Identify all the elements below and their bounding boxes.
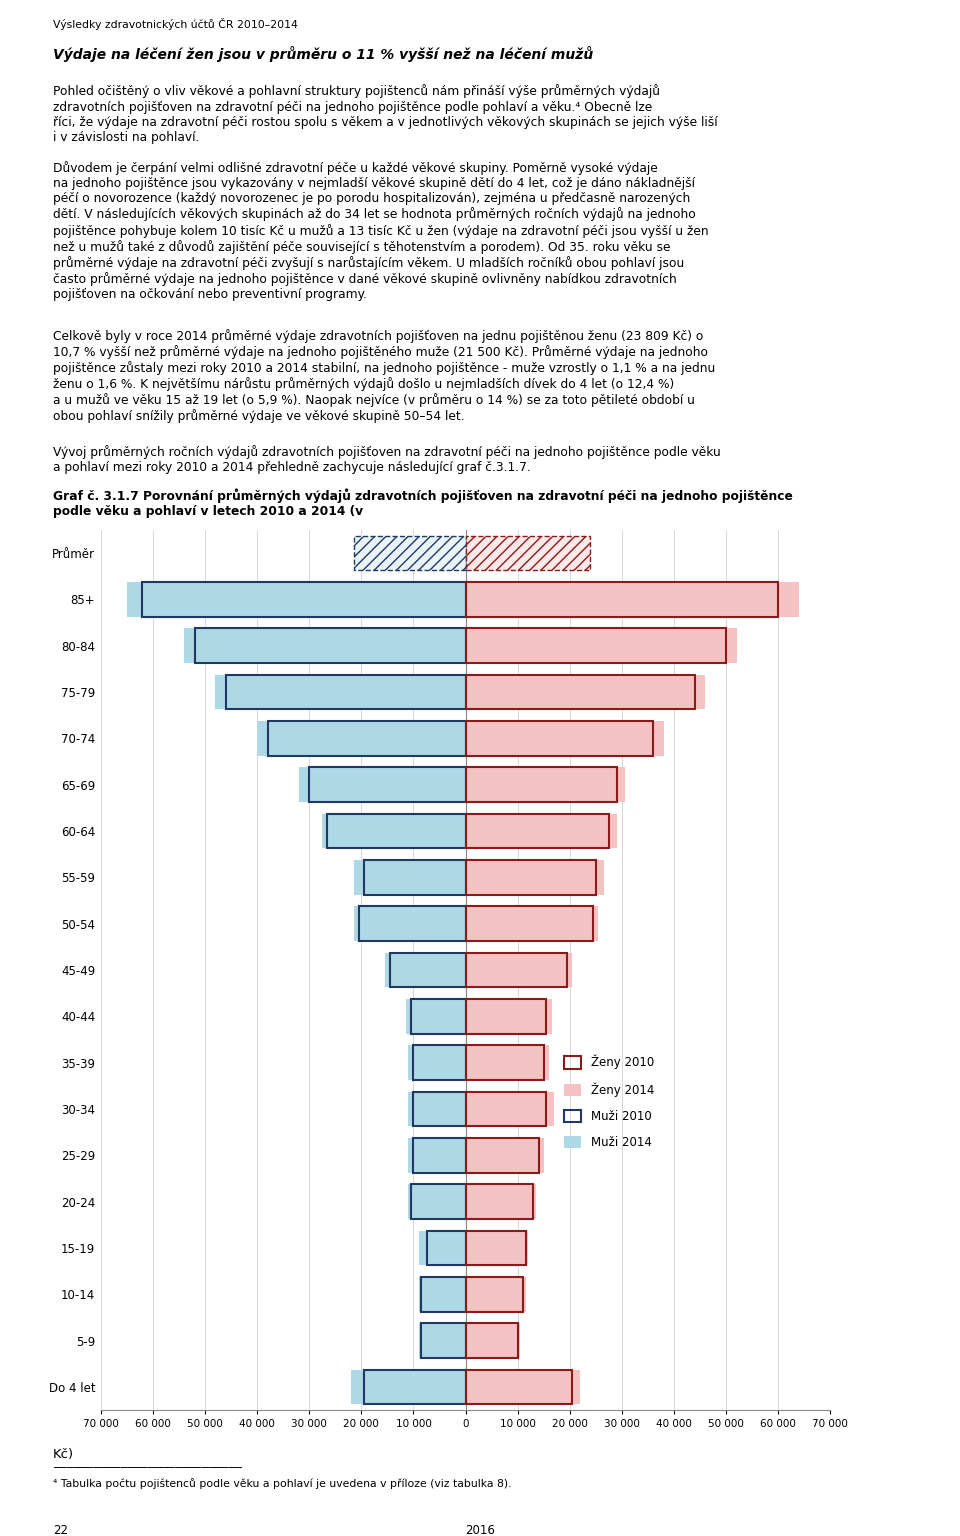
Text: 22: 22 (53, 1524, 68, 1536)
Bar (466, 1276, 525, 1312)
Bar (419, 1276, 466, 1312)
Bar (414, 1138, 466, 1172)
Bar (466, 1184, 536, 1220)
Text: Graf č. 3.1.7 Porovnání průměrných výdajů zdravotních pojišťoven na zdravotní pé: Graf č. 3.1.7 Porovnání průměrných výdaj… (53, 488, 793, 518)
Bar (359, 906, 466, 942)
Bar (466, 998, 552, 1034)
Bar (466, 860, 596, 894)
Bar (414, 1092, 466, 1126)
Bar (327, 814, 466, 848)
Bar (466, 628, 726, 664)
Bar (411, 1184, 466, 1220)
Bar (426, 1230, 466, 1266)
Legend: Ženy 2010, Ženy 2014, Muži 2010, Muži 2014: Ženy 2010, Ženy 2014, Muži 2010, Muži 20… (559, 1051, 659, 1154)
Bar (408, 1046, 466, 1080)
Bar (466, 1092, 554, 1126)
Bar (466, 860, 604, 894)
Bar (466, 720, 653, 756)
Bar (466, 674, 695, 710)
Bar (466, 1138, 539, 1172)
Bar (195, 628, 466, 664)
Bar (414, 1046, 466, 1080)
Text: Výsledky zdravotnických účtů ČR 2010–2014: Výsledky zdravotnických účtů ČR 2010–201… (53, 18, 298, 31)
Bar (466, 768, 616, 802)
Bar (466, 1230, 528, 1266)
Bar (466, 906, 598, 942)
Bar (466, 998, 546, 1034)
Text: Celkově byly v roce 2014 průměrné výdaje zdravotních pojišťoven na jednu pojiště: Celkově byly v roce 2014 průměrné výdaje… (53, 329, 715, 424)
Bar (351, 1370, 466, 1404)
Bar (466, 1046, 549, 1080)
Bar (466, 768, 625, 802)
Bar (353, 536, 466, 570)
Bar (299, 768, 466, 802)
Bar (309, 768, 466, 802)
Bar (466, 906, 593, 942)
Bar (466, 1370, 580, 1404)
Text: Výdaje na léčení žen jsou v průměru o 11 % vyšší než na léčení mužů: Výdaje na léčení žen jsou v průměru o 11… (53, 46, 593, 61)
Text: ⁴ Tabulka počtu pojištenců podle věku a pohlaví je uvedena v příloze (viz tabulk: ⁴ Tabulka počtu pojištenců podle věku a … (53, 1478, 512, 1488)
Bar (142, 582, 466, 617)
Bar (466, 1046, 543, 1080)
Bar (466, 674, 706, 710)
Bar (215, 674, 466, 710)
Bar (323, 814, 466, 848)
Bar (390, 952, 466, 988)
Bar (385, 952, 466, 988)
Bar (184, 628, 466, 664)
Bar (408, 1092, 466, 1126)
Bar (353, 860, 466, 894)
Text: Důvodem je čerpání velmi odlišné zdravotní péče u každé věkové skupiny. Poměrně : Důvodem je čerpání velmi odlišné zdravot… (53, 161, 708, 301)
Text: Vývoj průměrných ročních výdajů zdravotních pojišťoven na zdravotní péči na jedn: Vývoj průměrných ročních výdajů zdravotn… (53, 445, 721, 475)
Bar (364, 860, 466, 894)
Bar (466, 814, 616, 848)
Bar (466, 628, 736, 664)
Bar (466, 952, 567, 988)
Bar (466, 1370, 572, 1404)
Bar (421, 1322, 466, 1358)
Bar (466, 1138, 543, 1172)
Bar (466, 582, 799, 617)
Bar (408, 1138, 466, 1172)
Bar (257, 720, 466, 756)
Bar (226, 674, 466, 710)
Bar (466, 1276, 523, 1312)
Bar (406, 998, 466, 1034)
Bar (466, 1230, 525, 1266)
Bar (127, 582, 466, 617)
Bar (466, 1092, 546, 1126)
Bar (421, 1276, 466, 1312)
Bar (466, 1322, 520, 1358)
Bar (364, 1370, 466, 1404)
Bar (419, 1230, 466, 1266)
Bar (466, 952, 572, 988)
Bar (466, 720, 663, 756)
Bar (466, 1322, 517, 1358)
Bar (466, 536, 589, 570)
Bar (466, 1184, 534, 1220)
Text: Kč): Kč) (53, 1448, 74, 1461)
Text: 2016: 2016 (465, 1524, 495, 1536)
Bar (353, 906, 466, 942)
Bar (268, 720, 466, 756)
Bar (419, 1322, 466, 1358)
Bar (466, 582, 779, 617)
Text: ────────────────────────────: ──────────────────────────── (53, 1462, 242, 1473)
Text: Pohled očištěný o vliv věkové a pohlavní struktury pojištenců nám přináší výše p: Pohled očištěný o vliv věkové a pohlavní… (53, 84, 717, 144)
Bar (466, 814, 609, 848)
Bar (408, 1184, 466, 1220)
Bar (411, 998, 466, 1034)
